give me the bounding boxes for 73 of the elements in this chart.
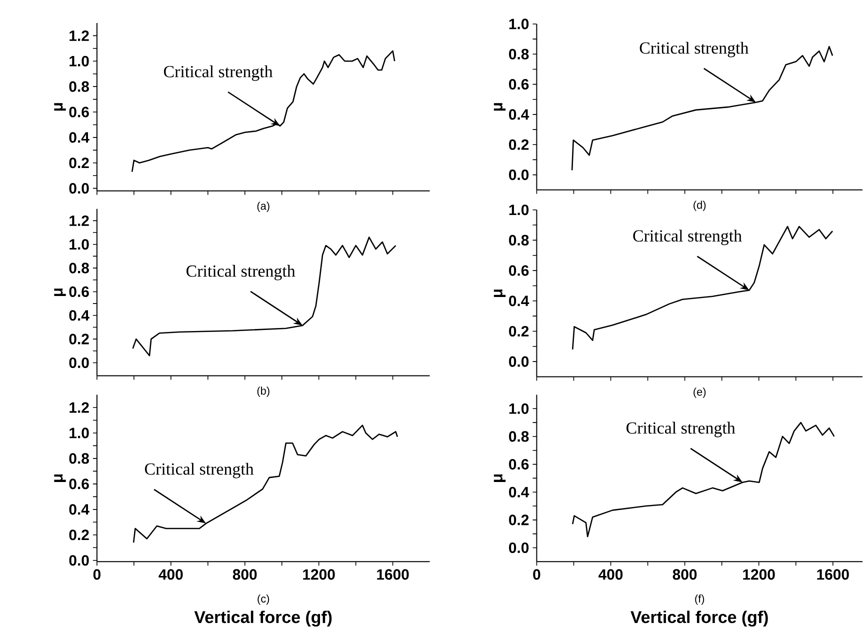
y-tick-label: 0.4 — [509, 487, 530, 498]
y-tick-label: 0.2 — [509, 326, 529, 337]
x-tick-label: 1200 — [743, 569, 775, 580]
annotation: Critical strength — [633, 230, 742, 246]
text: (c) — [258, 594, 270, 605]
annotation: (e) — [694, 388, 706, 398]
x-axis-title: Vertical force (gf) — [194, 610, 332, 627]
y-tick-label: 0.8 — [69, 453, 89, 464]
y-tick-label: 0.6 — [509, 265, 529, 276]
line-series — [132, 424, 398, 544]
x-axis-title: Vertical force (gf) — [630, 610, 768, 627]
y-tick-label: 0.4 — [69, 132, 90, 143]
y-tick-label: 0.8 — [509, 49, 529, 60]
annotation: (d) — [694, 200, 706, 212]
y-tick-label: 0.0 — [509, 170, 529, 180]
y-tick-label: 1.2 — [70, 402, 89, 413]
y-tick-label: 0.4 — [509, 296, 530, 306]
y-axis-title: μ — [494, 103, 506, 111]
x-tick-label: 1600 — [377, 569, 409, 580]
annotation: Critical strength — [164, 66, 273, 82]
annotation: (a) — [257, 202, 270, 212]
line-series — [132, 236, 396, 356]
text: (f) — [695, 594, 704, 605]
y-tick-label: 0.6 — [69, 478, 89, 490]
y-tick-label: 0.8 — [69, 81, 89, 92]
y-tick-label: 1.0 — [509, 18, 529, 30]
y-tick-label: 1.0 — [70, 428, 89, 438]
x-tick-label: 400 — [158, 569, 183, 580]
y-tick-label: 0.4 — [69, 504, 90, 515]
y-tick-label: 0.2 — [509, 514, 529, 526]
annotation: Critical strength — [640, 42, 748, 58]
y-axis-title: μ — [54, 474, 66, 482]
y-tick-label: 1.0 — [70, 239, 89, 250]
annotation: Critical strength — [626, 422, 736, 438]
x-tick-label: 800 — [672, 569, 697, 580]
x-tick-label: 0 — [533, 569, 540, 580]
line-series — [572, 422, 835, 538]
y-tick-label: 1.0 — [509, 204, 529, 216]
y-tick-label: 0.0 — [69, 555, 89, 566]
x-tick-label: 400 — [598, 569, 623, 580]
y-tick-label: 0.4 — [509, 109, 530, 120]
y-tick-label: 0.2 — [509, 140, 529, 150]
y-tick-label: 1.0 — [70, 56, 89, 67]
y-tick-label: 1.2 — [70, 216, 89, 226]
x-tick-label: 1200 — [303, 569, 335, 580]
y-tick-label: 0.0 — [69, 183, 89, 194]
y-tick-label: 0.4 — [69, 310, 90, 321]
y-tick-label: 0.8 — [69, 262, 89, 274]
y-tick-label: 1.2 — [70, 30, 89, 42]
y-axis-title: μ — [494, 290, 506, 298]
y-tick-label: 0.6 — [509, 79, 529, 90]
annotation: Critical strength — [186, 265, 296, 280]
y-tick-label: 0.0 — [509, 356, 529, 368]
y-tick-label: 0.6 — [69, 286, 89, 298]
line-series — [572, 226, 834, 350]
annotation: (b) — [257, 386, 270, 398]
y-tick-label: 0.0 — [509, 542, 529, 554]
y-tick-label: 0.2 — [69, 530, 89, 540]
x-tick-label: 1600 — [817, 569, 849, 580]
y-axis-title: μ — [54, 103, 66, 111]
y-axis-title: μ — [494, 474, 506, 482]
y-axis-title: μ — [54, 288, 66, 296]
y-tick-label: 0.8 — [509, 431, 529, 442]
y-tick-label: 0.6 — [509, 459, 529, 470]
y-tick-label: 0.6 — [69, 106, 89, 118]
y-tick-label: 0.8 — [509, 235, 529, 246]
y-tick-label: 0.2 — [69, 334, 89, 345]
x-tick-label: 800 — [232, 569, 257, 580]
y-tick-label: 0.0 — [69, 358, 89, 368]
annotation: Critical strength — [144, 463, 254, 478]
y-tick-label: 0.2 — [69, 158, 89, 168]
x-tick-label: 0 — [93, 569, 100, 580]
y-tick-label: 1.0 — [509, 404, 529, 414]
